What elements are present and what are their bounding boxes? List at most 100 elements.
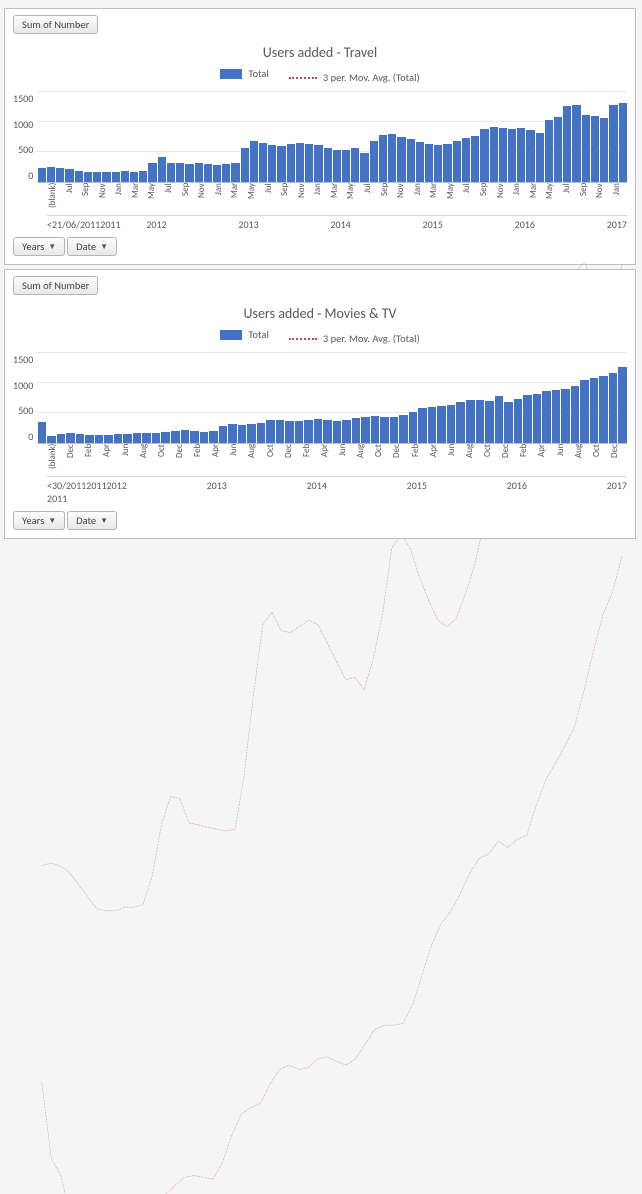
plot-area [37,92,627,183]
y-tick: 500 [18,404,33,417]
x-tick: Aug [246,444,264,474]
x-axis: (blank)JulSepNovJanMarMayJulSepNovJanMar… [47,183,627,213]
swatch-line [289,338,317,340]
x-tick: Dec [283,444,301,474]
x-tick: Jul [163,183,180,213]
x-tick: Mar [329,183,346,213]
x-tick: Dec [174,444,192,474]
x-tick: Nov [296,183,313,213]
chart-title: Users added - Travel [13,44,627,61]
x-tick: Dec [500,444,518,474]
x-tick: Jun [120,444,138,474]
x-tick: Jun [228,444,246,474]
x-tick: Jan [412,183,429,213]
sum-of-number-button[interactable]: Sum of Number [13,15,98,34]
legend-label: Total [248,328,269,341]
swatch-bar [220,69,242,79]
x-tick: Oct [591,444,609,474]
x-tick: Jan [213,183,230,213]
x-tick: Jul [561,183,578,213]
y-axis: 1500 1000 500 0 [13,353,37,443]
x-tick: Apr [319,444,337,474]
x-tick: Oct [156,444,174,474]
swatch-bar [220,330,242,340]
x-tick: Jun [446,444,464,474]
chart-panel: Sum of Number Users added - Movies & TV To… [4,269,636,539]
moving-average-line [37,353,627,1194]
x-tick: May [246,183,263,213]
x-tick: Sep [379,183,396,213]
y-tick: 0 [28,430,33,443]
x-tick: Jul [263,183,280,213]
x-tick: Aug [464,444,482,474]
x-tick: Jun [555,444,573,474]
legend-label: Total [248,67,269,80]
y-tick: 1500 [13,353,33,366]
legend: Total 3 per. Mov. Avg. (Total) [13,67,627,84]
x-tick: Mar [528,183,545,213]
x-tick: Nov [594,183,611,213]
x-tick: Aug [138,444,156,474]
legend-label: 3 per. Mov. Avg. (Total) [323,71,420,84]
legend-item-mavg: 3 per. Mov. Avg. (Total) [289,332,420,345]
x-tick: Feb [410,444,428,474]
x-tick: Nov [196,183,213,213]
x-tick: Oct [265,444,283,474]
x-tick: (blank) [47,183,64,213]
x-tick: Nov [495,183,512,213]
x-tick: May [445,183,462,213]
y-tick: 1000 [13,118,33,131]
x-tick: Sep [180,183,197,213]
swatch-line [289,77,317,79]
x-tick: Jun [337,444,355,474]
x-tick: Mar [130,183,147,213]
x-tick: Oct [482,444,500,474]
x-tick: Jan [312,183,329,213]
x-tick: Nov [395,183,412,213]
x-tick: Jul [362,183,379,213]
x-tick: Feb [83,444,101,474]
x-tick: Apr [210,444,228,474]
y-tick: 1500 [13,92,33,105]
x-tick: May [146,183,163,213]
x-tick: Jul [461,183,478,213]
x-tick: May [544,183,561,213]
x-tick: Mar [229,183,246,213]
chart-panel: Sum of Number Users added - Travel Total 3 … [4,8,636,265]
legend-item-total: Total [220,67,269,80]
x-tick: Apr [536,444,554,474]
x-axis: (blank)DecFebAprJunAugOctDecFebAprJunAug… [47,444,627,474]
y-tick: 500 [18,143,33,156]
x-tick: Aug [573,444,591,474]
y-tick: 1000 [13,379,33,392]
x-tick: Dec [65,444,83,474]
x-tick: Sep [80,183,97,213]
x-tick: Feb [192,444,210,474]
x-tick: May [345,183,362,213]
x-tick: Aug [355,444,373,474]
x-tick: (blank) [47,444,65,474]
x-tick: Oct [373,444,391,474]
x-tick: Feb [301,444,319,474]
x-tick: Sep [279,183,296,213]
x-tick: Nov [97,183,114,213]
legend: Total 3 per. Mov. Avg. (Total) [13,328,627,345]
x-tick: Jan [611,183,628,213]
x-tick: Feb [518,444,536,474]
x-tick: Mar [428,183,445,213]
chart-title: Users added - Movies & TV [13,305,627,322]
x-tick: Jan [113,183,130,213]
y-tick: 0 [28,169,33,182]
x-tick: Sep [578,183,595,213]
y-axis: 1500 1000 500 0 [13,92,37,182]
sum-of-number-button[interactable]: Sum of Number [13,276,98,295]
plot-area [37,353,627,444]
x-tick: Dec [609,444,627,474]
x-tick: Apr [428,444,446,474]
x-tick: Jul [64,183,81,213]
x-tick: Sep [478,183,495,213]
legend-item-total: Total [220,328,269,341]
legend-item-mavg: 3 per. Mov. Avg. (Total) [289,71,420,84]
x-tick: Apr [101,444,119,474]
legend-label: 3 per. Mov. Avg. (Total) [323,332,420,345]
